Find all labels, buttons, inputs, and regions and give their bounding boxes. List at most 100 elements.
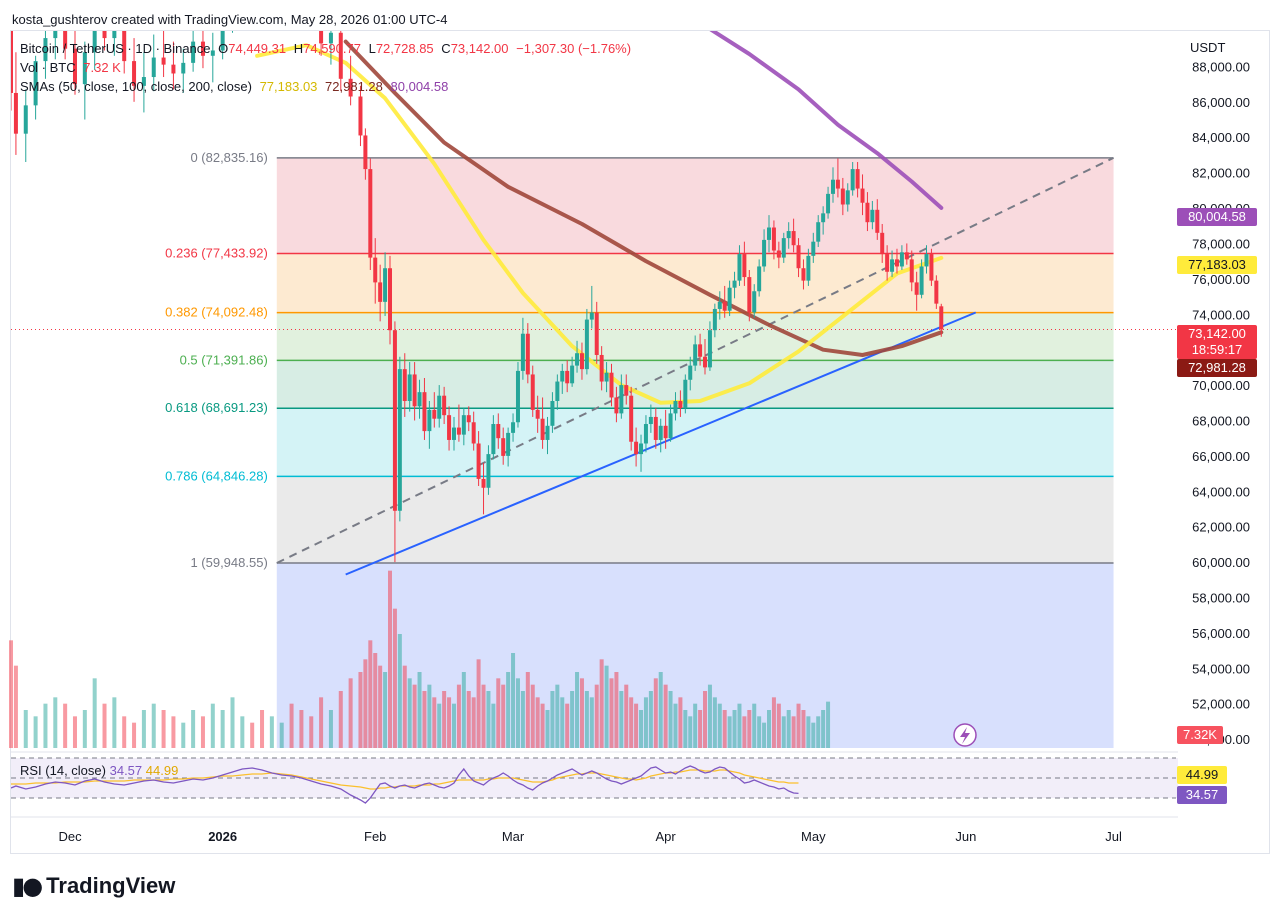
volume-bar xyxy=(786,710,791,748)
sma200-line xyxy=(709,31,944,210)
candle xyxy=(929,248,934,286)
volume-bar xyxy=(629,697,634,748)
volume-bar xyxy=(501,684,506,748)
volume-bar xyxy=(540,703,545,748)
candle-body xyxy=(511,422,516,433)
candle-body xyxy=(688,365,693,380)
candle xyxy=(348,55,353,106)
volume-bar xyxy=(72,716,77,748)
candle-body xyxy=(767,227,771,240)
fib-zone-0.236 xyxy=(276,253,1114,313)
volume-bar xyxy=(210,703,215,748)
volume-bar xyxy=(481,684,486,748)
flash-icon[interactable] xyxy=(953,723,977,747)
candle-body xyxy=(914,282,919,295)
candle xyxy=(102,31,107,51)
candle-body xyxy=(771,227,776,251)
volume-bar xyxy=(530,684,535,748)
volume-bar xyxy=(112,697,117,748)
candle xyxy=(575,340,580,373)
current-price-label: 73,142.00 18:59:17 xyxy=(1177,325,1257,359)
volume-bar xyxy=(491,703,496,748)
volume-bar xyxy=(653,678,658,748)
volume-bar xyxy=(151,703,156,748)
y-tick-label: 54,000.00 xyxy=(1192,661,1250,676)
candle-body xyxy=(260,0,264,12)
candle xyxy=(732,271,737,299)
candle-body xyxy=(368,169,373,258)
candle xyxy=(270,0,274,20)
volume-bar xyxy=(688,716,693,748)
candle-body xyxy=(181,62,186,74)
volume-bar xyxy=(289,703,294,748)
candle-body xyxy=(550,401,555,426)
y-tick-label: 66,000.00 xyxy=(1192,449,1250,464)
candle-body xyxy=(639,443,644,455)
volume-bar xyxy=(811,722,816,748)
candle xyxy=(826,186,831,219)
candle xyxy=(904,243,909,265)
volume-bar xyxy=(796,703,801,748)
sma-legend[interactable]: SMAs (50, close, 100, close, 200, close)… xyxy=(20,79,448,94)
candle xyxy=(141,52,146,113)
volume-bar xyxy=(639,710,644,748)
candle-body xyxy=(614,397,619,414)
candle-body xyxy=(481,478,486,488)
candle-body xyxy=(722,301,727,311)
candle-body xyxy=(757,266,762,292)
candle xyxy=(899,245,904,270)
candle xyxy=(231,31,233,33)
tradingview-logo[interactable]: ▮● TradingView xyxy=(12,872,175,900)
candle-body xyxy=(634,441,639,455)
rsi-legend[interactable]: RSI (14, close) 34.57 44.99 xyxy=(20,763,178,778)
candle-body xyxy=(801,268,806,281)
volume-bar xyxy=(801,710,806,748)
volume-legend[interactable]: Vol · BTC 7.32 K xyxy=(20,60,121,75)
rsi-ma-value: 44.99 xyxy=(145,763,179,778)
candle xyxy=(604,362,609,393)
y-tick-label: 56,000.00 xyxy=(1192,626,1250,641)
volume-bar xyxy=(703,691,708,748)
candle-body xyxy=(388,268,392,331)
volume-bar xyxy=(520,691,525,748)
volume-bar xyxy=(762,722,767,748)
volume-bar xyxy=(663,684,668,748)
candle xyxy=(397,356,402,522)
candle-body xyxy=(717,301,722,309)
volume-bar xyxy=(791,716,796,748)
candle xyxy=(82,41,87,120)
candle xyxy=(712,303,717,338)
volume-bar xyxy=(102,703,107,748)
candle xyxy=(693,335,698,371)
candle xyxy=(417,379,422,419)
y-tick-label: 76,000.00 xyxy=(1192,272,1250,287)
candle-body xyxy=(673,401,678,414)
rsi-label: RSI (14, close) xyxy=(20,763,106,778)
volume-bar xyxy=(648,691,653,748)
volume-bar xyxy=(402,665,407,748)
candle xyxy=(703,339,708,375)
symbol-legend[interactable]: Bitcoin / TetherUS · 1D · Binance O74,44… xyxy=(20,41,632,56)
candle-body xyxy=(678,401,683,409)
fib-label-0.382: 0.382 (74,092.48) xyxy=(165,305,268,320)
volume-bar xyxy=(466,691,471,748)
volume-bar xyxy=(13,665,18,748)
candle xyxy=(388,255,392,345)
candle-body xyxy=(885,254,890,272)
candle xyxy=(589,285,594,329)
current-price: 73,142.00 xyxy=(1188,326,1246,341)
candle-body xyxy=(132,61,137,86)
candle xyxy=(402,353,407,417)
volume-bar xyxy=(378,665,383,748)
x-tick-label: Apr xyxy=(656,829,677,844)
currency-selector[interactable]: USDT xyxy=(1190,40,1226,55)
candle-body xyxy=(609,372,614,398)
candle xyxy=(806,248,811,286)
candle xyxy=(530,365,535,417)
volume-bar xyxy=(693,703,698,748)
candle xyxy=(663,409,668,449)
volume-bar xyxy=(826,701,831,748)
volume-bar xyxy=(269,716,274,748)
candle xyxy=(609,363,614,407)
